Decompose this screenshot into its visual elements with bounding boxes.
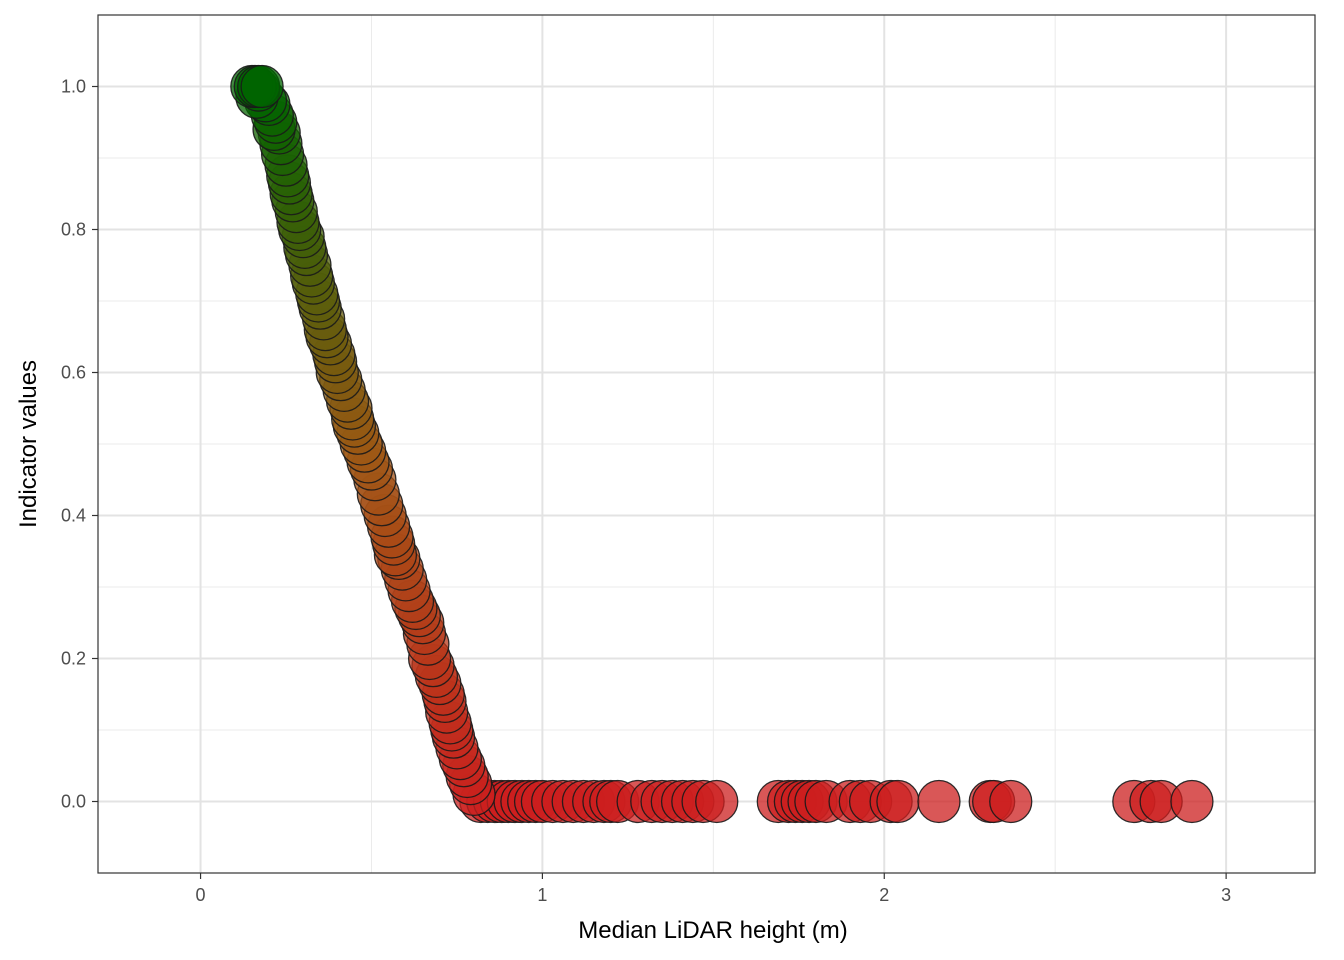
y-tick-label: 1.0 bbox=[61, 77, 86, 97]
data-point bbox=[240, 64, 284, 109]
y-axis: 0.0 0.2 0.4 0.6 0.8 1.0 bbox=[61, 77, 98, 812]
x-tick-label: 3 bbox=[1221, 885, 1231, 905]
data-point bbox=[989, 779, 1033, 824]
data-points bbox=[230, 64, 1214, 824]
data-point bbox=[876, 779, 920, 824]
x-axis-title: Median LiDAR height (m) bbox=[578, 917, 847, 944]
y-tick-label: 0.8 bbox=[61, 220, 86, 240]
x-tick-label: 0 bbox=[196, 885, 206, 905]
x-tick-label: 1 bbox=[537, 885, 547, 905]
data-point bbox=[917, 779, 961, 824]
major-gridlines bbox=[98, 15, 1315, 873]
y-tick-label: 0.6 bbox=[61, 363, 86, 383]
y-tick-label: 0.4 bbox=[61, 506, 86, 526]
data-point bbox=[695, 779, 739, 824]
x-axis: 0 1 2 3 bbox=[196, 873, 1231, 905]
y-axis-title: Indicator values bbox=[15, 360, 42, 528]
y-tick-label: 0.2 bbox=[61, 649, 86, 669]
data-point bbox=[1170, 779, 1214, 824]
plot-border bbox=[97, 14, 1316, 874]
y-tick-label: 0.0 bbox=[61, 792, 86, 812]
x-tick-label: 2 bbox=[879, 885, 889, 905]
